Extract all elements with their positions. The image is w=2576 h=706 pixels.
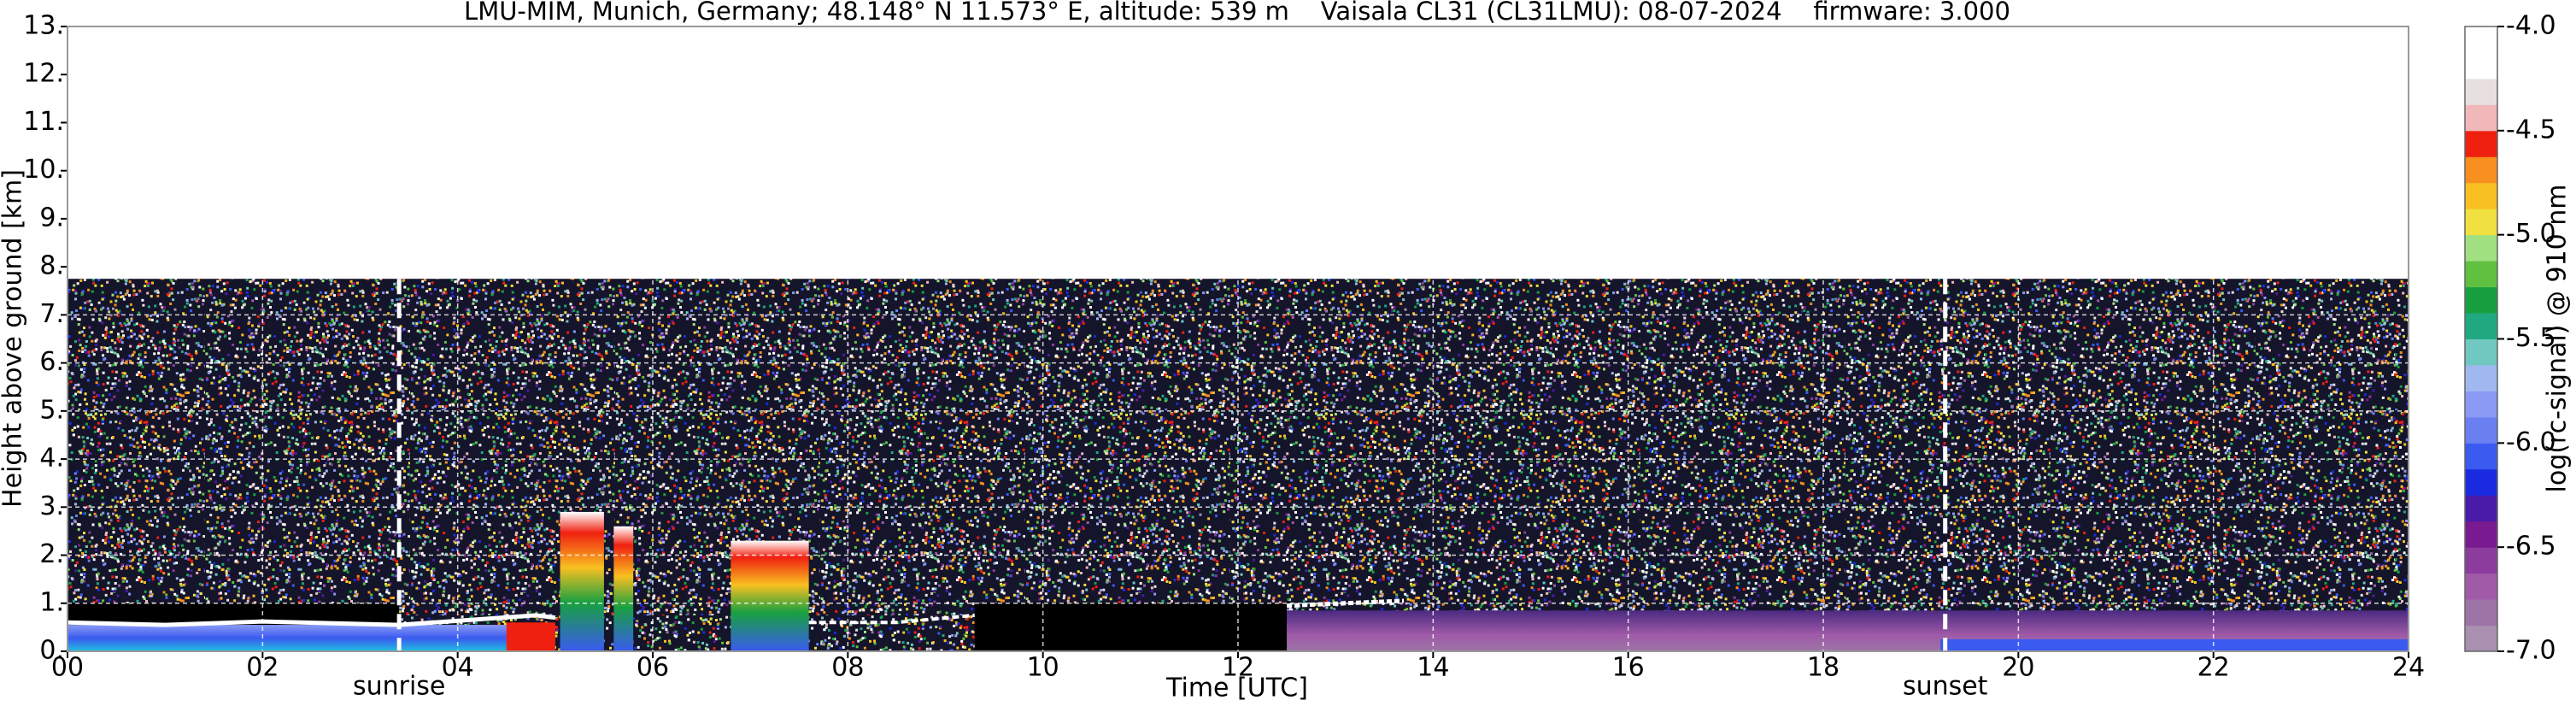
colorbar-band	[2465, 234, 2497, 262]
x-tick-label: 06	[637, 653, 669, 683]
x-tick-label: 16	[1612, 653, 1645, 683]
colorbar-band	[2465, 286, 2497, 314]
x-tick-label: 18	[1807, 653, 1840, 683]
x-tick-label: 00	[51, 653, 84, 683]
x-tick-label: 22	[2198, 653, 2230, 683]
cloud	[506, 622, 555, 651]
colorbar-tick-label: -7.0	[2506, 636, 2556, 666]
colorbar-tick-label: -5.5	[2506, 323, 2556, 353]
boundary-layer	[67, 625, 555, 651]
colorbar-band	[2465, 625, 2497, 652]
colorbar-band	[2465, 547, 2497, 574]
colorbar-band	[2465, 156, 2497, 184]
y-tick-label: 4.	[39, 444, 64, 474]
surface-layer	[1940, 638, 2409, 651]
y-tick-label: 2.	[39, 539, 64, 569]
cloud	[560, 511, 604, 651]
colorbar-band	[2465, 130, 2497, 157]
dark-region	[974, 603, 1288, 651]
y-tick-label: 11.	[23, 107, 64, 137]
colorbar-tick-label: -6.5	[2506, 532, 2556, 562]
y-tick-label: 5.	[39, 395, 64, 425]
x-tick-label: 12	[1222, 653, 1254, 683]
colorbar-band	[2465, 261, 2497, 288]
colorbar-band	[2465, 364, 2497, 391]
chart-title: LMU-MIM, Munich, Germany; 48.148° N 11.5…	[464, 0, 2010, 26]
axes: 00 02 04 06 08 10 12 14 16 18 20 22 24 0. 1. 2. 3. 4. 5. 6.…	[23, 11, 2425, 702]
y-tick-label: 6.	[39, 347, 64, 377]
colorbar-band	[2465, 338, 2497, 366]
x-tick-label: 20	[2002, 653, 2034, 683]
colorbar-band	[2465, 573, 2497, 600]
x-tick-label: 14	[1417, 653, 1449, 683]
colorbar-band	[2465, 52, 2497, 79]
y-axis-label: Height above ground [km]	[0, 169, 28, 508]
y-tick-label: 13.	[23, 11, 64, 41]
colorbar-band	[2465, 468, 2497, 496]
x-tick-label: 02	[246, 653, 279, 683]
y-tick-label: 7.	[39, 299, 64, 329]
y-tick-label: 1.	[39, 587, 64, 617]
y-tick-label: 0.	[39, 636, 64, 666]
colorbar-band	[2465, 443, 2497, 470]
y-tick-label: 10.	[23, 155, 64, 185]
x-tick-label: 08	[831, 653, 864, 683]
colorbar-band	[2465, 209, 2497, 236]
y-tick-label: 12.	[23, 59, 64, 89]
colorbar-band	[2465, 104, 2497, 132]
colorbar-band	[2465, 182, 2497, 209]
layer-top	[808, 613, 975, 625]
colorbar-band	[2465, 416, 2497, 444]
y-tick-label: 8.	[39, 251, 64, 281]
x-tick-label: 04	[442, 653, 474, 683]
colorbar-band	[2465, 78, 2497, 105]
cloud	[613, 526, 634, 651]
colorbar-tick-label: -5.0	[2506, 219, 2556, 249]
colorbar-band	[2465, 26, 2497, 53]
annotation-label: sunrise	[353, 672, 445, 702]
colorbar-band	[2465, 521, 2497, 548]
layer-top	[67, 613, 556, 627]
colorbar-band	[2465, 599, 2497, 627]
colorbar-band	[2465, 313, 2497, 339]
colorbar-tick-label: -4.0	[2506, 11, 2556, 41]
plot-frame	[67, 26, 2409, 652]
annotation-label: sunset	[1903, 672, 1988, 702]
colorbar-label: log(rc-signal) @ 910 nm	[2543, 185, 2573, 493]
cloud	[731, 540, 809, 651]
y-tick-label: 3.	[39, 491, 64, 521]
colorbar-tick-label: -6.0	[2506, 427, 2556, 457]
colorbar-band	[2465, 495, 2497, 522]
colorbar-tick-label: -4.5	[2506, 115, 2556, 144]
colorbar-band	[2465, 391, 2497, 418]
x-axis-label: Time [UTC]	[1165, 674, 1308, 703]
y-tick-label: 9.	[39, 203, 64, 232]
x-tick-label: 24	[2392, 653, 2425, 683]
x-tick-label: 10	[1027, 653, 1059, 683]
